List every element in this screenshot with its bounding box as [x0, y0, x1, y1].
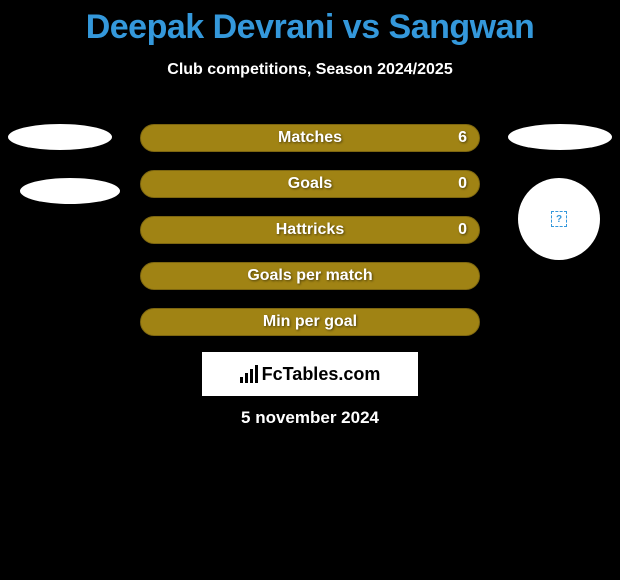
stats-bars: Matches 6 Goals 0 Hattricks 0 Goals per … — [140, 124, 480, 354]
subtitle: Club competitions, Season 2024/2025 — [0, 61, 620, 79]
stat-label: Matches — [278, 129, 342, 147]
stat-label: Goals — [288, 175, 332, 193]
stat-label: Hattricks — [276, 221, 344, 239]
stat-label: Goals per match — [247, 267, 372, 285]
stat-value: 0 — [458, 175, 467, 193]
avatar-placeholder-icon: ? — [551, 211, 567, 227]
stat-bar-matches: Matches 6 — [140, 124, 480, 152]
logo-content: FcTables.com — [240, 364, 381, 385]
player-right-avatar: ? — [518, 178, 600, 260]
player-left-ellipse-1 — [8, 124, 112, 150]
stat-label: Min per goal — [263, 313, 357, 331]
stat-value: 6 — [458, 129, 467, 147]
fctables-logo: FcTables.com — [202, 352, 418, 396]
logo-bars-icon — [240, 365, 258, 383]
stat-value: 0 — [458, 221, 467, 239]
logo-text: FcTables.com — [262, 364, 381, 385]
stat-bar-min-per-goal: Min per goal — [140, 308, 480, 336]
date-label: 5 november 2024 — [0, 408, 620, 428]
player-left-ellipse-2 — [20, 178, 120, 204]
stat-bar-hattricks: Hattricks 0 — [140, 216, 480, 244]
page-title: Deepak Devrani vs Sangwan — [0, 0, 620, 47]
player-right-ellipse-1 — [508, 124, 612, 150]
stat-bar-goals: Goals 0 — [140, 170, 480, 198]
stat-bar-goals-per-match: Goals per match — [140, 262, 480, 290]
